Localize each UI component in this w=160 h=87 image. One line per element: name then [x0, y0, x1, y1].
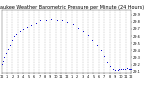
Point — [122, 68, 124, 70]
Point — [82, 30, 85, 32]
Point — [77, 27, 79, 28]
Point — [0, 63, 3, 65]
Point — [99, 50, 102, 51]
Point — [120, 68, 123, 70]
Point — [103, 55, 105, 57]
Point — [66, 21, 69, 23]
Point — [112, 68, 115, 70]
Point — [109, 65, 112, 67]
Point — [116, 69, 119, 70]
Point — [30, 24, 33, 25]
Point — [39, 20, 42, 21]
Point — [15, 33, 18, 35]
Point — [114, 70, 117, 71]
Point — [18, 30, 21, 32]
Title: Milwaukee Weather Barometric Pressure per Minute (24 Hours): Milwaukee Weather Barometric Pressure pe… — [0, 5, 144, 10]
Point — [130, 68, 132, 70]
Point — [3, 57, 6, 58]
Point — [96, 45, 98, 46]
Point — [35, 22, 37, 23]
Point — [11, 39, 13, 40]
Point — [26, 26, 28, 27]
Point — [44, 19, 47, 20]
Point — [50, 18, 52, 20]
Point — [91, 39, 94, 40]
Point — [118, 68, 121, 70]
Point — [71, 23, 74, 25]
Point — [87, 34, 89, 35]
Point — [106, 61, 109, 62]
Point — [22, 28, 24, 30]
Point — [8, 44, 11, 45]
Point — [125, 67, 128, 69]
Point — [2, 60, 4, 62]
Point — [124, 68, 126, 70]
Point — [127, 68, 130, 70]
Point — [13, 35, 16, 37]
Point — [7, 48, 9, 50]
Point — [61, 20, 63, 21]
Point — [5, 52, 7, 54]
Point — [55, 19, 58, 20]
Point — [129, 68, 131, 70]
